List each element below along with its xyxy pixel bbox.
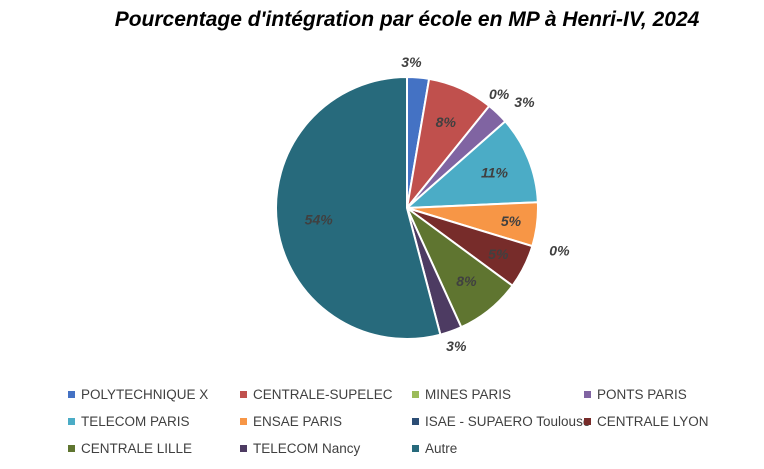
pie-slices (275, 75, 539, 340)
legend-label-1: POLYTECHNIQUE X (81, 386, 209, 402)
legend-swatch-1 (68, 390, 75, 398)
legend-item-4: PONTS PARIS (584, 384, 756, 404)
pie-slice-5 (404, 119, 539, 210)
legend-label-4: PONTS PARIS (597, 386, 687, 402)
legend-item-3: MINES PARIS (412, 384, 584, 404)
data-label-8: 5% (488, 246, 509, 262)
legend-swatch-7 (412, 417, 419, 425)
legend-swatch-6 (240, 417, 247, 425)
legend-item-9: CENTRALE LILLE (68, 438, 240, 458)
legend-swatch-9 (68, 444, 75, 452)
legend-label-5: TELECOM PARIS (81, 413, 190, 429)
data-label-4: 3% (514, 94, 535, 110)
data-label-3: 0% (489, 86, 510, 102)
data-label-10: 3% (446, 338, 467, 354)
legend-item-2: CENTRALE-SUPELEC (240, 384, 412, 404)
legend-swatch-4 (584, 390, 591, 398)
legend-item-5: TELECOM PARIS (68, 411, 240, 431)
legend-item-11: Autre (412, 438, 584, 458)
legend-swatch-10 (240, 444, 247, 452)
legend-swatch-3 (412, 390, 419, 398)
legend-label-9: CENTRALE LILLE (81, 440, 193, 456)
legend-label-10: TELECOM Nancy (253, 440, 361, 456)
data-label-11: 54% (305, 211, 334, 227)
legend-item-1: POLYTECHNIQUE X (68, 384, 240, 404)
legend: POLYTECHNIQUE X CENTRALE-SUPELEC MINES PAR… (68, 384, 758, 458)
legend-swatch-11 (412, 444, 419, 452)
legend-item-7: ISAE - SUPAERO Toulouse (412, 411, 590, 431)
data-label-1: 3% (401, 54, 422, 70)
legend-item-8: CENTRALE LYON (584, 411, 756, 431)
data-label-6: 5% (501, 213, 522, 229)
data-label-5: 11% (481, 165, 509, 181)
legend-item-10: TELECOM Nancy (240, 438, 412, 458)
legend-swatch-8 (584, 417, 591, 425)
pie-data-labels: 3%8%0%3%11%5%0%5%8%3%54% (305, 54, 570, 354)
data-label-7: 0% (549, 243, 570, 259)
data-label-2: 8% (436, 114, 457, 130)
legend-label-7: ISAE - SUPAERO Toulouse (425, 413, 591, 429)
legend-swatch-2 (240, 390, 247, 398)
legend-label-2: CENTRALE-SUPELEC (253, 386, 393, 402)
legend-label-3: MINES PARIS (425, 386, 512, 402)
chart-title: Pourcentage d'intégration par école en M… (114, 8, 700, 31)
legend-swatch-5 (68, 417, 75, 425)
legend-item-6: ENSAE PARIS (240, 411, 412, 431)
data-label-9: 8% (456, 273, 477, 289)
legend-label-6: ENSAE PARIS (253, 413, 343, 429)
legend-label-11: Autre (425, 440, 458, 456)
legend-label-8: CENTRALE LYON (597, 413, 709, 429)
pie-slice-11 (275, 75, 442, 340)
